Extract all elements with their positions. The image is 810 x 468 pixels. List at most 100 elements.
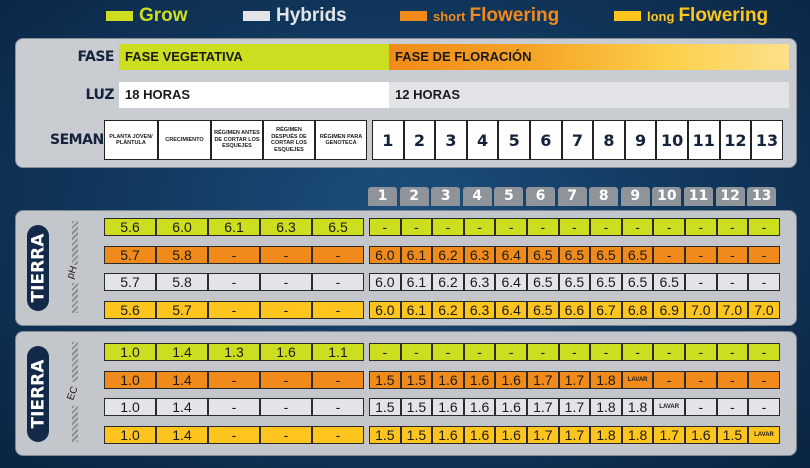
legend-item-short-flowering: short Flowering (400, 4, 559, 28)
value-cell: - (685, 245, 717, 264)
value-cell: - (716, 343, 749, 361)
value-cell: 6.4 (495, 300, 527, 319)
value-cell: 6.0 (369, 245, 401, 264)
value-cell: 5.7 (104, 273, 156, 291)
value-cell: - (312, 370, 364, 389)
value-cell: - (208, 300, 260, 319)
stage-label: PLANTA JOVEN/ PLÁNTULA (109, 133, 153, 147)
value-cell: 6.5 (621, 273, 654, 291)
value-cell: - (369, 343, 401, 361)
value-cell: - (716, 398, 749, 416)
value-cell: 7.0 (685, 300, 717, 319)
value-cell: 1.4 (156, 425, 208, 444)
value-cell: 1.5 (400, 425, 433, 444)
value-cell: 1.0 (104, 398, 156, 416)
week-number-cell: 1 (372, 120, 404, 160)
value-cell: 6.0 (156, 218, 208, 236)
hatch-decoration (72, 283, 78, 313)
value-cell: - (495, 343, 527, 361)
value-cell: 6.3 (463, 300, 496, 319)
stage-cell: CRECIMIENTO (158, 120, 211, 160)
week-tab: 3 (431, 187, 461, 206)
week-number: 12 (724, 130, 747, 150)
phase-table: FASE FASE VEGETATIVA FASE DE FLORACIÓN L… (15, 38, 797, 168)
stage-cell: RÉGIMEN PARA GENOTECA (315, 120, 367, 160)
luz-flor-cell: 12 HORAS (389, 82, 789, 108)
stage-cell: PLANTA JOVEN/ PLÁNTULA (104, 120, 158, 160)
hatch-decoration (72, 221, 78, 265)
value-cell: 1.6 (260, 343, 312, 361)
value-cell: 1.5 (369, 370, 401, 389)
value-cell: 1.7 (527, 398, 559, 416)
week-tab: 7 (557, 187, 587, 206)
value-cell: - (748, 273, 780, 291)
value-cell: - (716, 218, 749, 236)
stage-label: RÉGIMEN DESPUÉS DE CORTAR LOS ESQUEJES (271, 127, 307, 153)
value-cell: 1.6 (495, 398, 527, 416)
stage-cell: RÉGIMEN ANTES DE CORTAR LOS ESQUEJES (211, 120, 263, 160)
value-cell: - (432, 343, 464, 361)
value-cell: 6.9 (653, 300, 685, 319)
legend-swatch-short-flowering (400, 11, 427, 21)
week-tab: 12 (715, 187, 745, 206)
week-number-cell: 9 (624, 120, 657, 160)
fase-vegetativa-cell: FASE VEGETATIVA (119, 44, 389, 70)
week-number: 7 (571, 130, 583, 150)
value-cell: 6.5 (590, 273, 622, 291)
value-cell: 1.4 (156, 398, 208, 416)
value-cell: 5.7 (104, 245, 156, 264)
value-cell: 1.4 (156, 370, 208, 389)
value-cell: 6.1 (400, 300, 433, 319)
week-number-cell: 10 (656, 120, 688, 160)
value-cell: 7.0 (748, 300, 780, 319)
value-cell: 1.1 (312, 343, 364, 361)
value-cell: - (260, 273, 312, 291)
value-cell: 6.5 (653, 273, 685, 291)
value-cell: 1.0 (104, 343, 156, 361)
week-number: 10 (661, 130, 684, 150)
week-number-cell: 7 (561, 120, 594, 160)
value-cell: 1.8 (590, 425, 622, 444)
value-cell: 6.2 (432, 273, 464, 291)
value-cell: - (208, 273, 260, 291)
value-cell: 5.8 (156, 245, 208, 264)
value-cell: - (260, 425, 312, 444)
value-cell: 1.6 (463, 370, 496, 389)
week-number: 13 (755, 130, 779, 150)
value-cell: - (748, 218, 780, 236)
value-cell: - (653, 245, 685, 264)
value-cell: - (748, 398, 780, 416)
value-cell: 1.7 (527, 370, 559, 389)
value-cell: 6.3 (463, 273, 496, 291)
stage-cell: RÉGIMEN DESPUÉS DE CORTAR LOS ESQUEJES (263, 120, 315, 160)
week-number: 5 (508, 130, 520, 150)
legend-swatch-hybrids (243, 11, 270, 21)
legend-swatch-grow (106, 11, 133, 21)
value-cell: 5.8 (156, 273, 208, 291)
value-cell: 1.6 (685, 425, 717, 444)
week-number: 6 (540, 130, 552, 150)
week-tab: 9 (620, 187, 650, 206)
value-cell: - (558, 218, 591, 236)
tierra-label: TIERRA (28, 359, 48, 429)
value-cell: 1.6 (432, 398, 464, 416)
week-number: 11 (692, 130, 715, 150)
value-cell: - (463, 218, 496, 236)
hatch-decoration (72, 342, 78, 382)
value-cell: 1.6 (495, 425, 527, 444)
legend-item-hybrids: Hybrids (243, 4, 347, 28)
value-cell: - (685, 273, 717, 291)
value-cell: 1.7 (527, 425, 559, 444)
legend-swatch-long-flowering (614, 11, 641, 21)
week-number-cell: 6 (530, 120, 562, 160)
value-cell: 1.0 (104, 370, 156, 389)
value-cell: 1.8 (621, 425, 654, 444)
value-cell: 6.5 (558, 245, 591, 264)
value-cell: - (495, 218, 527, 236)
value-cell: - (653, 343, 685, 361)
value-cell: - (716, 245, 749, 264)
value-cell: 1.8 (621, 398, 654, 416)
value-cell: 1.5 (369, 398, 401, 416)
value-cell: 6.5 (527, 245, 559, 264)
value-cell: 1.5 (400, 398, 433, 416)
